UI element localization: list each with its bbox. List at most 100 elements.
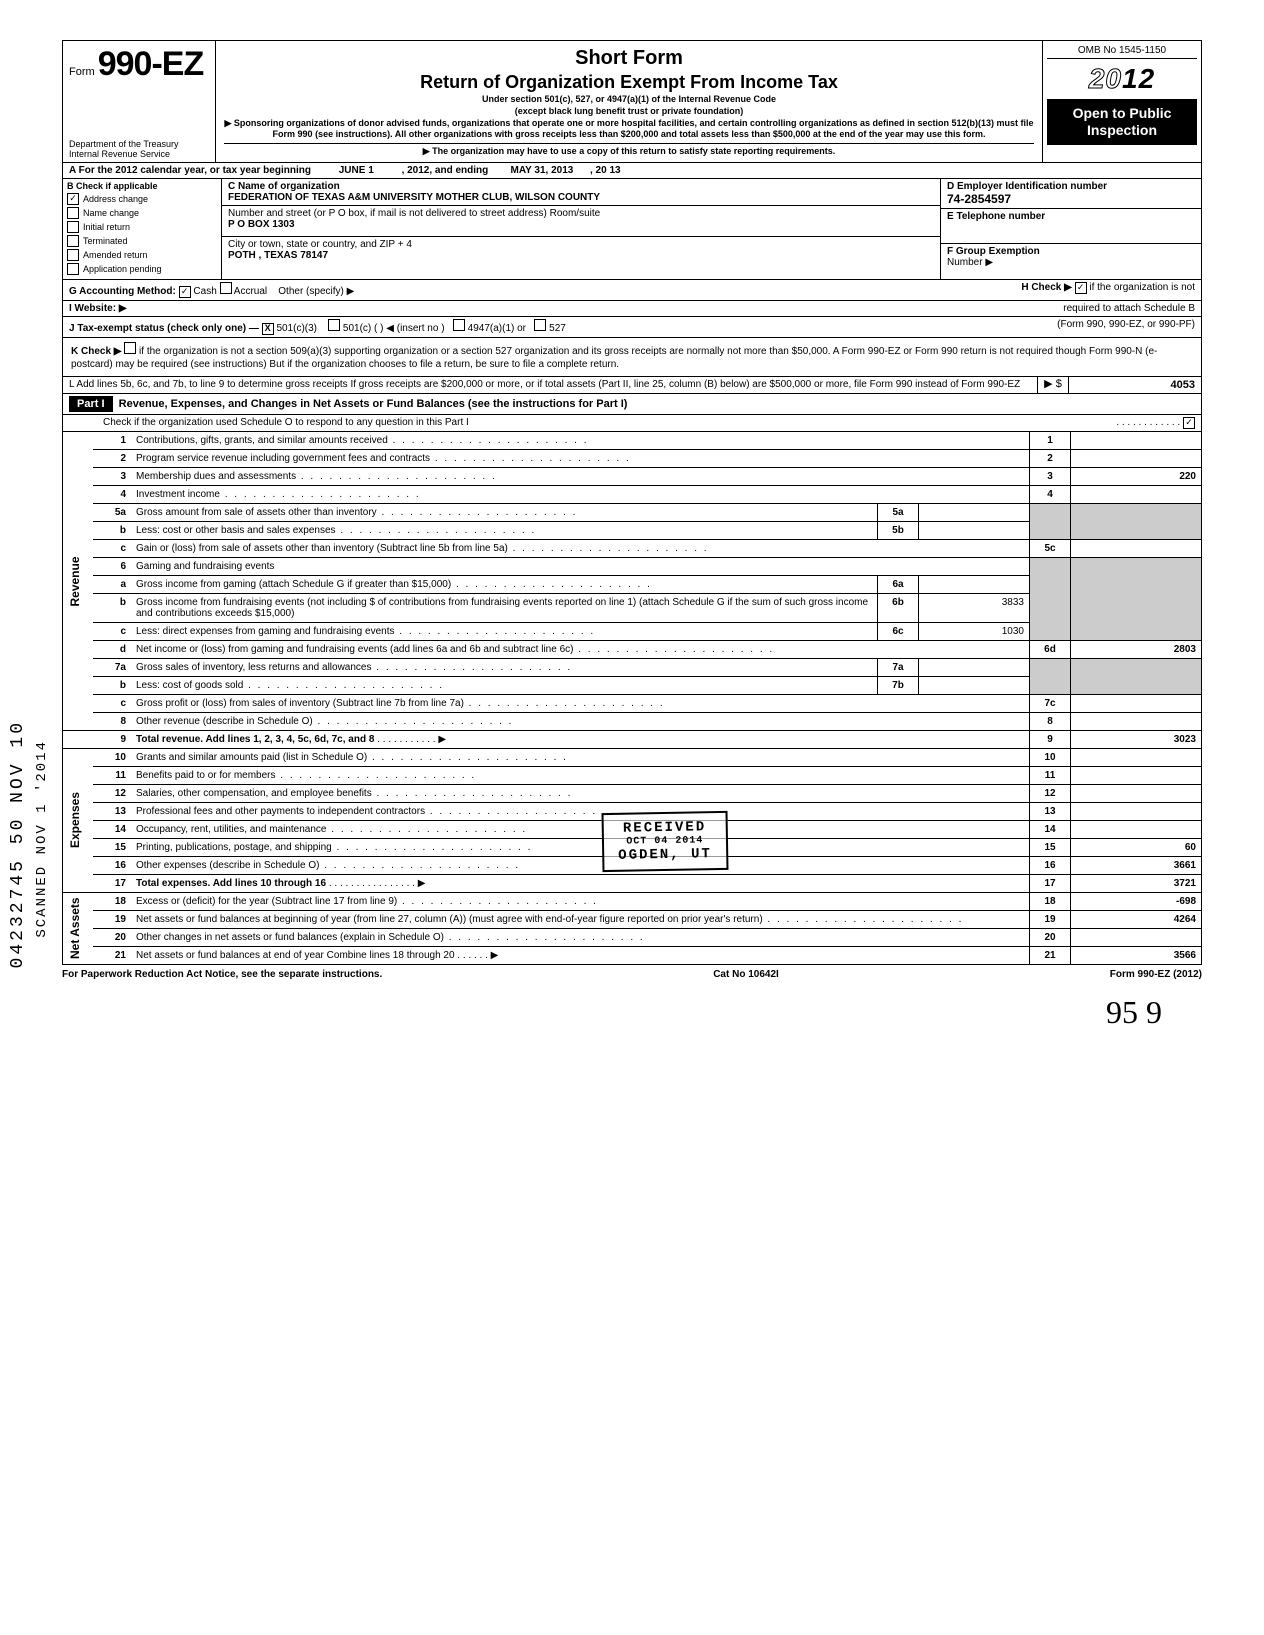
line-3-amt: 220: [1071, 467, 1202, 485]
accrual-checkbox[interactable]: [220, 282, 232, 294]
line-7a-sn: 7a: [878, 658, 919, 676]
title-box: Short Form Return of Organization Exempt…: [216, 41, 1043, 162]
line-1-num: 1: [93, 432, 131, 450]
line-4-ln: 4: [1030, 485, 1071, 503]
k-text: if the organization is not a section 509…: [71, 346, 1157, 371]
footer-left: For Paperwork Reduction Act Notice, see …: [62, 969, 382, 980]
line-21-num: 21: [93, 946, 131, 964]
header-row: Form 990-EZ Department of the Treasury I…: [62, 40, 1202, 163]
l-amount: 4053: [1068, 377, 1201, 393]
line-4-num: 4: [93, 485, 131, 503]
h-label: H Check ▶: [1021, 282, 1071, 293]
row-a: A For the 2012 calendar year, or tax yea…: [62, 163, 1202, 179]
line-8-num: 8: [93, 712, 131, 730]
form-container: Form 990-EZ Department of the Treasury I…: [62, 40, 1202, 1031]
row-k: K Check ▶ if the organization is not a s…: [62, 338, 1202, 377]
group-number: Number ▶: [947, 257, 993, 268]
grey-7: [1030, 658, 1071, 694]
checkbox[interactable]: [67, 207, 79, 219]
cash-checkbox[interactable]: ✓: [179, 286, 191, 298]
grey-6: [1030, 557, 1071, 640]
line-5c-desc: Gain or (loss) from sale of assets other…: [136, 543, 709, 554]
line-11-desc: Benefits paid to or for members: [136, 770, 476, 781]
line-21-amt: 3566: [1071, 946, 1202, 964]
row-l: L Add lines 5b, 6c, and 7b, to line 9 to…: [62, 377, 1202, 394]
line-5a-num: 5a: [93, 503, 131, 521]
line-6c-sn: 6c: [878, 622, 919, 640]
line-12-amt: [1071, 784, 1202, 802]
cash-label: Cash: [193, 286, 216, 297]
line-7b-sn: 7b: [878, 676, 919, 694]
received-stamp: RECEIVED OCT 04 2014 OGDEN, UT: [601, 811, 728, 872]
line-7a-desc: Gross sales of inventory, less returns a…: [136, 662, 572, 673]
city-cell: City or town, state or country, and ZIP …: [222, 237, 940, 267]
line-6d-desc: Net income or (loss) from gaming and fun…: [136, 644, 774, 655]
checkbox-label: Amended return: [83, 250, 148, 260]
line-2-num: 2: [93, 449, 131, 467]
line-6d-amt: 2803: [1071, 640, 1202, 658]
line-16-desc: Other expenses (describe in Schedule O): [136, 860, 520, 871]
checkbox[interactable]: [67, 235, 79, 247]
line-19-desc: Net assets or fund balances at beginning…: [136, 914, 963, 925]
line-18-num: 18: [93, 892, 131, 910]
line-6b-sa: 3833: [919, 593, 1030, 622]
row-i: I Website: ▶ required to attach Schedule…: [62, 301, 1202, 317]
form-number: 990-EZ: [98, 45, 204, 83]
part1-checkbox[interactable]: ✓: [1183, 417, 1195, 429]
line-10-amt: [1071, 748, 1202, 766]
ein-cell: D Employer Identification number 74-2854…: [941, 179, 1201, 209]
501c-label: 501(c) (: [343, 323, 377, 334]
year-begin: JUNE 1: [339, 165, 374, 176]
501c3-checkbox[interactable]: X: [262, 323, 274, 335]
row-a-label: A For the 2012 calendar year, or tax yea…: [69, 165, 311, 176]
tel-label: E Telephone number: [947, 211, 1045, 222]
line-4-desc: Investment income: [136, 489, 421, 500]
k-checkbox[interactable]: [124, 342, 136, 354]
line-5c-amt: [1071, 539, 1202, 557]
line-11-ln: 11: [1030, 766, 1071, 784]
527-checkbox[interactable]: [534, 319, 546, 331]
line-17-amt: 3721: [1071, 874, 1202, 892]
margin-stamp-2: SCANNED NOV 1 '2014: [34, 740, 50, 938]
line-18-ln: 18: [1030, 892, 1071, 910]
line-8-ln: 8: [1030, 712, 1071, 730]
line-16-num: 16: [93, 856, 131, 874]
line-6b-desc: Gross income from fundraising events (no…: [131, 593, 878, 622]
department: Department of the Treasury Internal Reve…: [69, 140, 179, 160]
grey-7-amt: [1071, 658, 1202, 694]
line-19-ln: 19: [1030, 910, 1071, 928]
col-d: D Employer Identification number 74-2854…: [941, 179, 1201, 279]
line-13-ln: 13: [1030, 802, 1071, 820]
grey-5: [1030, 503, 1071, 539]
checkbox-label: Terminated: [83, 236, 128, 246]
501c-checkbox[interactable]: [328, 319, 340, 331]
lines-table: Revenue 1 Contributions, gifts, grants, …: [62, 432, 1202, 965]
part1-header: Part I Revenue, Expenses, and Changes in…: [62, 394, 1202, 432]
line-5c-ln: 5c: [1030, 539, 1071, 557]
margin-stamp-1: 04232745 50 NOV 10: [8, 720, 28, 968]
line-12-ln: 12: [1030, 784, 1071, 802]
line-5a-sn: 5a: [878, 503, 919, 521]
line-15-desc: Printing, publications, postage, and shi…: [136, 842, 532, 853]
4947-checkbox[interactable]: [453, 319, 465, 331]
h-checkbox[interactable]: ✓: [1075, 282, 1087, 294]
line-14-num: 14: [93, 820, 131, 838]
footer: For Paperwork Reduction Act Notice, see …: [62, 965, 1202, 984]
4947-label: 4947(a)(1) or: [468, 323, 526, 334]
checkbox[interactable]: [67, 221, 79, 233]
ein-value: 74-2854597: [947, 192, 1011, 206]
line-19-amt: 4264: [1071, 910, 1202, 928]
row-g: G Accounting Method: ✓ Cash Accrual Othe…: [62, 279, 1202, 301]
line-6a-desc: Gross income from gaming (attach Schedul…: [136, 579, 652, 590]
checkbox[interactable]: [67, 249, 79, 261]
l-text: L Add lines 5b, 6c, and 7b, to line 9 to…: [63, 377, 1037, 393]
row-a-mid: , 2012, and ending: [402, 165, 489, 176]
year-box: OMB No 1545-1150 2012 Open to Public Ins…: [1043, 41, 1201, 162]
website-label: I Website: ▶: [69, 303, 127, 314]
checkbox[interactable]: [67, 263, 79, 275]
line-8-amt: [1071, 712, 1202, 730]
501c3-label: 501(c)(3): [276, 323, 317, 334]
checkbox[interactable]: ✓: [67, 193, 79, 205]
line-6-num: 6: [93, 557, 131, 575]
open-to-public: Open to Public Inspection: [1047, 99, 1197, 145]
